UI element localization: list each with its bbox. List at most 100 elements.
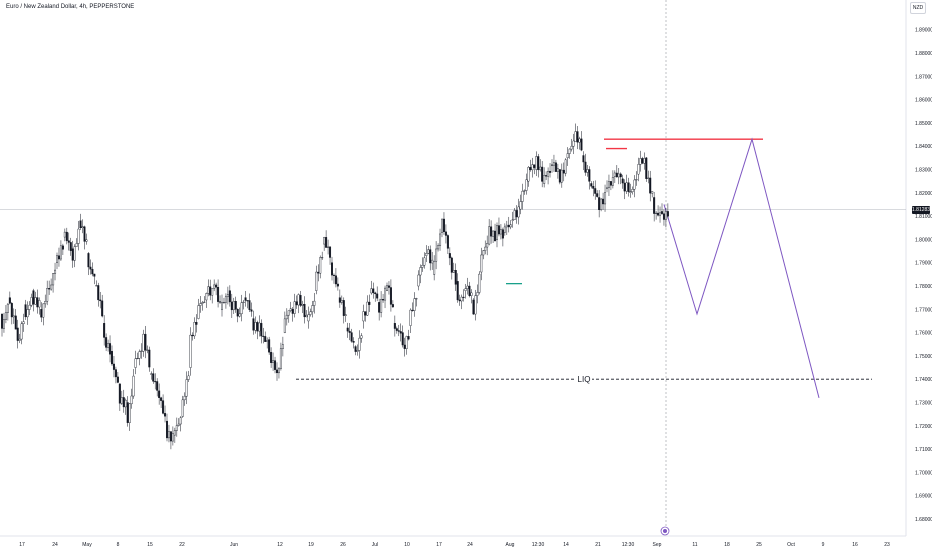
candle [505, 220, 508, 235]
candle [201, 300, 204, 311]
candle [619, 172, 622, 185]
candle [305, 310, 308, 318]
candle [20, 321, 23, 345]
candle [83, 225, 86, 250]
projection-path[interactable] [663, 137, 820, 398]
candle [384, 285, 387, 309]
candle [517, 198, 520, 225]
candle [287, 310, 290, 323]
candle [264, 331, 267, 342]
candle [525, 173, 528, 195]
candle [444, 224, 447, 244]
y-tick-label: 1.75000 [915, 354, 932, 360]
candle [317, 264, 320, 282]
x-tick-label: 21 [595, 542, 601, 548]
candle [285, 308, 288, 326]
x-tick-label: 17 [19, 542, 25, 548]
candle [250, 302, 253, 317]
candle [165, 413, 168, 442]
candle [28, 301, 31, 316]
x-tick-label: 9 [822, 542, 825, 548]
candle [578, 136, 581, 150]
candle [103, 315, 106, 346]
candle [44, 294, 47, 308]
candle [551, 159, 554, 173]
current-price-badge: 1.81283 [912, 206, 931, 214]
candle [57, 247, 60, 267]
candle [297, 293, 300, 314]
y-tick-label: 1.82000 [915, 191, 932, 197]
candle [594, 180, 597, 200]
candle [403, 337, 406, 357]
candle [545, 171, 548, 181]
y-tick-label: 1.89000 [915, 28, 932, 34]
candle [452, 262, 455, 273]
candle [272, 352, 275, 371]
candle [48, 280, 51, 295]
candle [258, 315, 261, 337]
candle [56, 252, 59, 270]
x-tick-label: 22 [179, 542, 185, 548]
candle [270, 347, 273, 368]
candle [150, 371, 153, 380]
candle [576, 126, 579, 150]
candle [568, 148, 571, 159]
candle [617, 168, 620, 185]
candle [197, 298, 200, 320]
candle [562, 162, 565, 182]
candle [380, 291, 383, 318]
candle [533, 164, 536, 175]
candle [6, 302, 9, 321]
candle [332, 273, 335, 284]
candle [474, 289, 477, 321]
symbol-title[interactable]: Euro / New Zealand Dollar, 4h, PEPPERSTO… [6, 4, 135, 10]
x-tick-label: 26 [340, 542, 346, 548]
candle [77, 220, 80, 251]
candle [238, 307, 241, 318]
candle [450, 256, 453, 280]
x-tick-label: Jul [372, 542, 378, 548]
candle [468, 281, 471, 298]
price-axis[interactable]: 1.89000 1.88000 1.87000 1.86000 1.85000 1.840… [905, 0, 932, 536]
clock-icon[interactable] [660, 526, 670, 536]
candle [401, 325, 404, 348]
candle [277, 367, 280, 379]
candle [40, 302, 43, 323]
y-tick-label: 1.83000 [915, 168, 932, 174]
time-axis[interactable]: 17 24 May 8 15 22 Jun 12 19 26 Jul 10 17 24 Aug 12:30 14… [0, 535, 906, 548]
candle [497, 217, 500, 237]
candle [340, 295, 343, 305]
candle [362, 304, 365, 329]
candle [183, 392, 186, 406]
x-tick-label: Oct [787, 542, 795, 548]
candle [627, 177, 630, 197]
candle [85, 233, 88, 245]
candle [325, 230, 328, 248]
candle [59, 240, 62, 261]
candle [586, 164, 589, 177]
candle [63, 228, 66, 242]
candle [623, 179, 626, 200]
candle [338, 289, 341, 308]
candle [342, 297, 345, 324]
candle [177, 418, 180, 427]
candle [122, 389, 125, 413]
candle [600, 197, 603, 212]
candle [609, 181, 612, 191]
candle [30, 293, 33, 308]
candle [42, 303, 45, 326]
candle [521, 183, 524, 210]
y-tick-label: 1.76000 [915, 331, 932, 337]
candle [291, 307, 294, 322]
candle [482, 250, 485, 260]
y-tick-label: 1.85000 [915, 121, 932, 127]
candle [374, 291, 377, 302]
x-tick-label: 10 [404, 542, 410, 548]
candle [558, 168, 561, 185]
candle [425, 245, 428, 262]
candle [248, 293, 251, 313]
candle [433, 255, 436, 281]
candle [435, 241, 438, 270]
currency-badge[interactable]: NZD [910, 2, 926, 14]
